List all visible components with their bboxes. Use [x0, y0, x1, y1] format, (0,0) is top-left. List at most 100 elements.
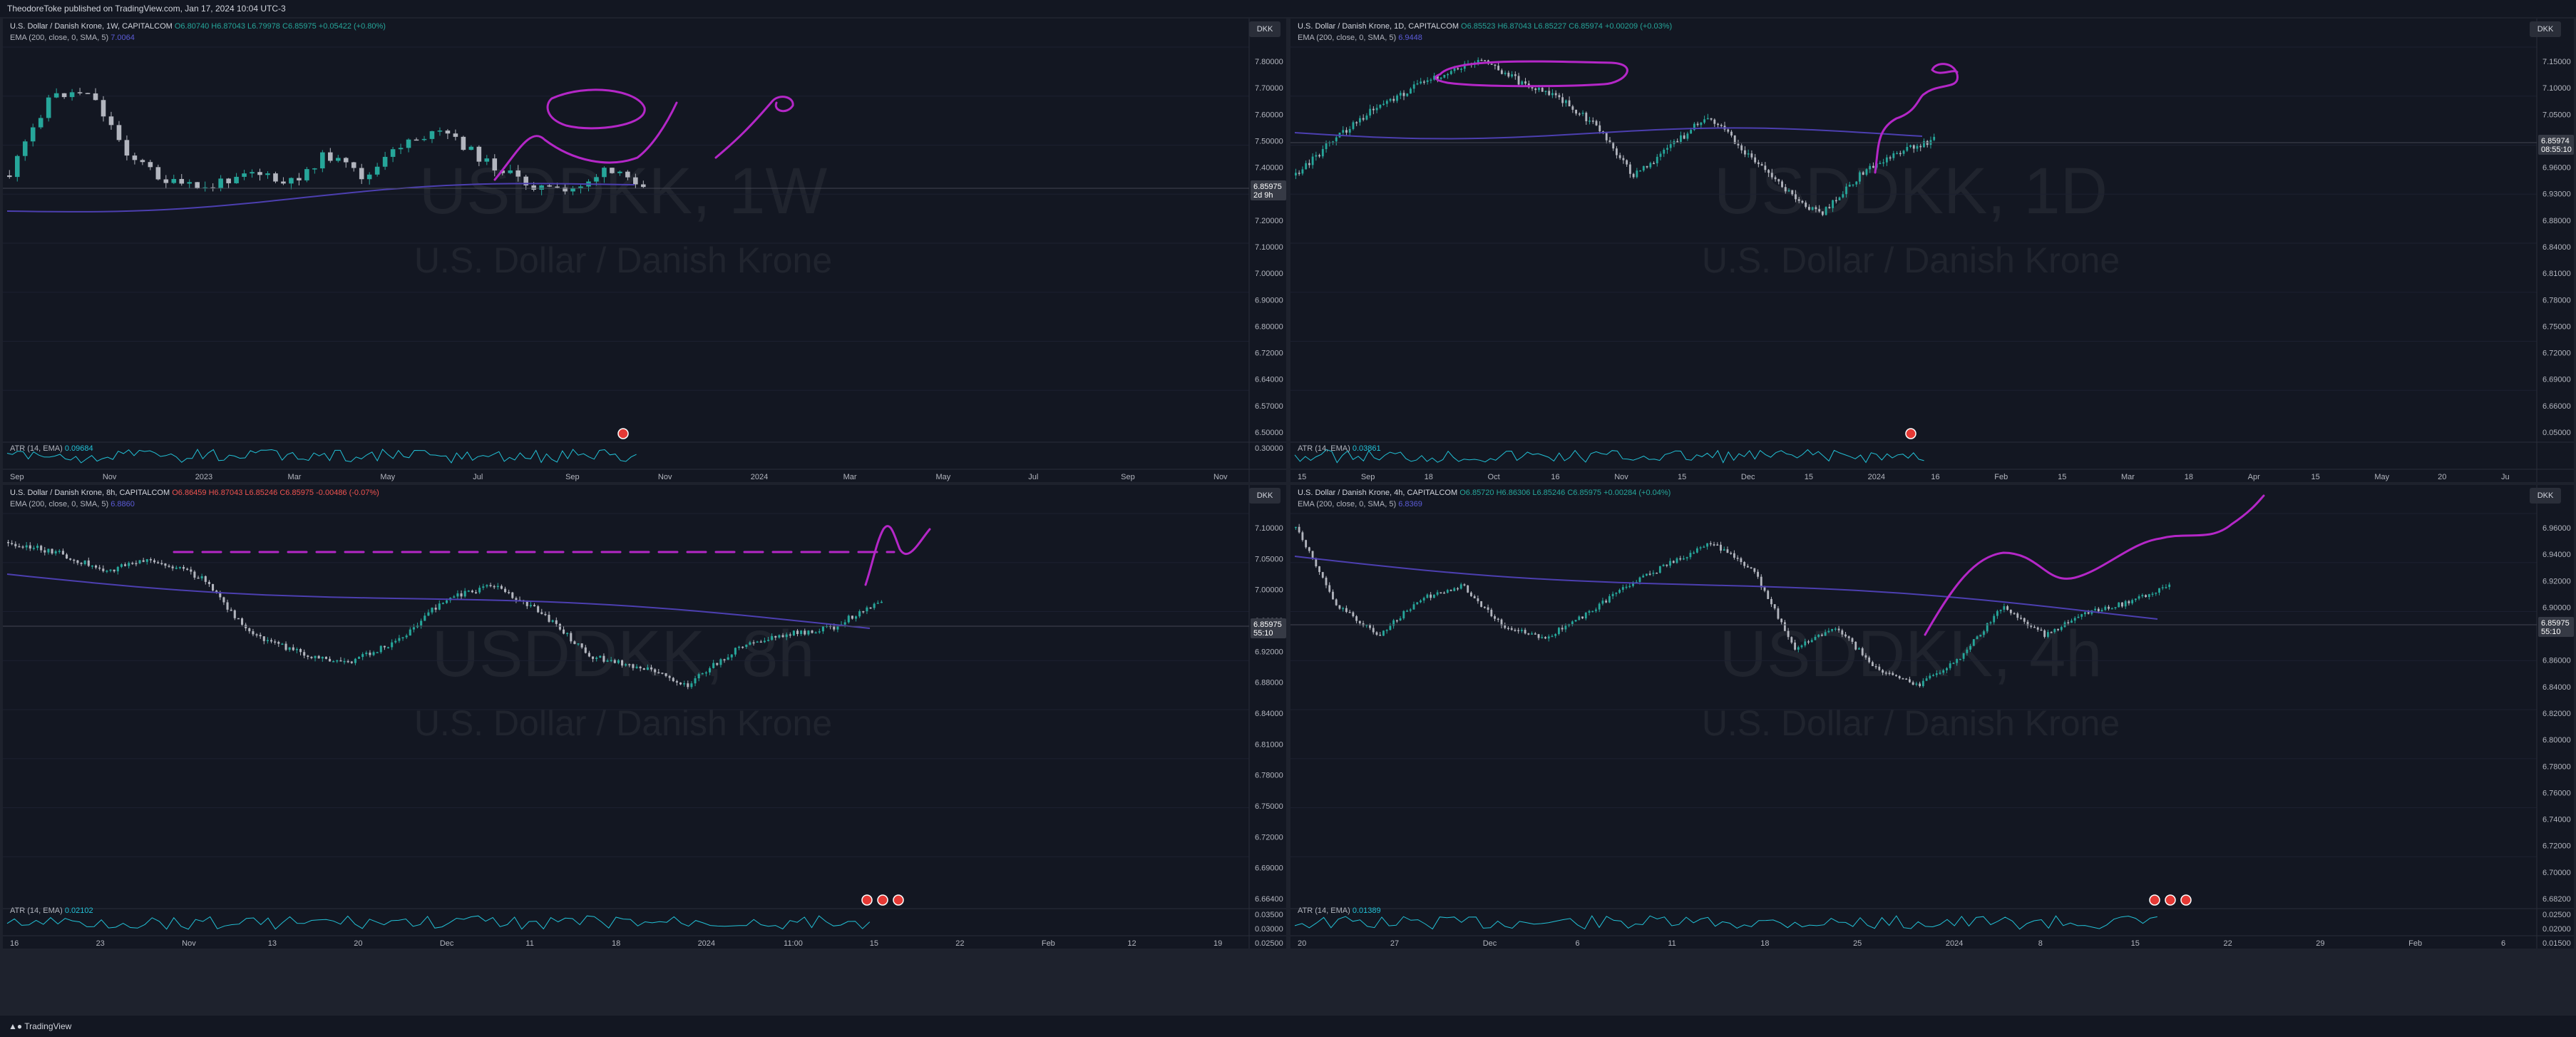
- candle-body: [390, 149, 396, 157]
- candle-body: [2131, 600, 2134, 603]
- candle-body: [1487, 607, 1489, 610]
- currency-button[interactable]: DKK: [2530, 21, 2561, 37]
- time-tick: 16: [10, 939, 19, 948]
- price-tick: 6.72000: [2542, 842, 2571, 851]
- price-tick: 6.72000: [2542, 349, 2571, 358]
- candle-body: [1372, 108, 1375, 111]
- candle-body: [1828, 207, 1831, 208]
- atr-legend[interactable]: ATR (14, EMA) 0.03861: [1298, 444, 1381, 453]
- candle-body: [438, 603, 441, 610]
- candle-body: [1912, 682, 1914, 685]
- ema-legend[interactable]: EMA (200, close, 0, SMA, 5) 6.8369: [1298, 500, 1422, 509]
- candle-body: [197, 577, 200, 579]
- candle-body: [683, 683, 686, 685]
- candle-body: [1746, 566, 1749, 568]
- candle-body: [1628, 164, 1631, 174]
- candle-body: [412, 627, 415, 630]
- ema-legend[interactable]: EMA (200, close, 0, SMA, 5) 6.8860: [10, 500, 135, 509]
- chart-canvas[interactable]: 7.100007.050007.000006.960006.920006.880…: [3, 485, 1286, 949]
- chart-panel-1w[interactable]: USDDKK, 1W U.S. Dollar / Danish Krone 7.…: [3, 19, 1286, 482]
- candle-body: [307, 655, 309, 658]
- candle-body: [11, 543, 14, 544]
- candle-body: [1888, 673, 1891, 674]
- candle-body: [1538, 87, 1540, 91]
- currency-button[interactable]: DKK: [1249, 488, 1281, 504]
- candle-body: [1558, 95, 1561, 98]
- candle-body: [1912, 145, 1915, 149]
- candle-body: [1335, 137, 1338, 142]
- atr-tick: 0.03500: [1255, 911, 1283, 919]
- candle-body: [288, 647, 291, 650]
- candle-body: [1949, 663, 1951, 668]
- candle-body: [168, 566, 170, 567]
- candle-body: [1669, 561, 1671, 566]
- candle-body: [1308, 163, 1310, 165]
- us-event-icon: [877, 894, 888, 906]
- candle-body: [767, 640, 770, 641]
- candle-body: [836, 625, 839, 630]
- us-event-icon: [2165, 894, 2176, 906]
- legend-title: U.S. Dollar / Danish Krone, 1D, CAPITALC…: [1298, 22, 1459, 31]
- candle-body: [1514, 630, 1517, 631]
- ema-legend[interactable]: EMA (200, close, 0, SMA, 5) 6.9448: [1298, 34, 1422, 42]
- candle-body: [219, 592, 222, 598]
- candle-body: [1999, 609, 2002, 611]
- candle-body: [401, 637, 404, 639]
- atr-tick: 0.03000: [1255, 925, 1283, 934]
- candle-body: [1571, 621, 1574, 625]
- candle-body: [1588, 611, 1591, 613]
- candle-body: [1666, 148, 1668, 150]
- candle-body: [58, 551, 61, 552]
- time-tick: May: [2374, 473, 2389, 481]
- candle-body: [1854, 641, 1857, 650]
- ema-label: EMA (200, close, 0, SMA, 5): [10, 500, 109, 509]
- time-tick: 25: [1853, 939, 1862, 948]
- candle-body: [1700, 122, 1703, 126]
- candle-body: [1689, 553, 1692, 558]
- atr-legend[interactable]: ATR (14, EMA) 0.09684: [10, 444, 93, 453]
- candle-body: [1305, 163, 1308, 170]
- chart-panel-8h[interactable]: USDDKK, 8h U.S. Dollar / Danish Krone 7.…: [3, 485, 1286, 949]
- atr-legend[interactable]: ATR (14, EMA) 0.01389: [1298, 906, 1381, 915]
- candle-body: [1311, 551, 1314, 558]
- chart-canvas[interactable]: 7.800007.700007.600007.500007.400007.300…: [3, 19, 1286, 482]
- candle-body: [781, 635, 784, 638]
- price-tick: 6.80000: [1255, 322, 1283, 331]
- time-tick: Jul: [473, 473, 483, 481]
- currency-button[interactable]: DKK: [2530, 488, 2561, 504]
- candle-body: [1321, 149, 1324, 157]
- time-tick: Sep: [10, 473, 24, 481]
- candle-body: [405, 635, 408, 638]
- candle-body: [1838, 197, 1841, 200]
- ema-legend[interactable]: EMA (200, close, 0, SMA, 5) 7.0064: [10, 34, 135, 42]
- candle-body: [1365, 115, 1368, 120]
- candle-body: [2151, 593, 2154, 595]
- candle-body: [310, 657, 313, 658]
- chart-canvas[interactable]: 6.960006.940006.920006.900006.880006.860…: [1290, 485, 2574, 949]
- candle-body: [93, 93, 98, 101]
- us-event-icon: [2180, 894, 2192, 906]
- price-label-box: [2538, 617, 2574, 637]
- candle-body: [1882, 670, 1884, 673]
- chart-canvas[interactable]: 7.150007.100007.050007.000006.960006.930…: [1290, 19, 2574, 482]
- price-tick: 6.90000: [2542, 603, 2571, 612]
- candle-body: [1676, 141, 1679, 143]
- candle-body: [1574, 620, 1577, 622]
- candle-body: [1534, 633, 1536, 635]
- legend-change: -0.00486 (-0.07%): [316, 489, 379, 497]
- candle-body: [1605, 133, 1608, 141]
- currency-button[interactable]: DKK: [1249, 21, 1281, 37]
- atr-legend[interactable]: ATR (14, EMA) 0.02102: [10, 906, 93, 915]
- candle-body: [1608, 140, 1611, 143]
- candle-body: [1817, 634, 1820, 637]
- time-tick: 15: [1298, 473, 1306, 481]
- candle-body: [312, 168, 317, 170]
- candle-body: [1433, 76, 1436, 80]
- candle-body: [140, 160, 145, 163]
- candle-body: [635, 666, 638, 668]
- candle-body: [195, 182, 200, 189]
- chart-panel-1d[interactable]: USDDKK, 1D U.S. Dollar / Danish Krone 7.…: [1290, 19, 2574, 482]
- price-tick: 6.88000: [1255, 679, 1283, 688]
- chart-panel-4h[interactable]: USDDKK, 4h U.S. Dollar / Danish Krone 6.…: [1290, 485, 2574, 949]
- candle-body: [142, 560, 145, 562]
